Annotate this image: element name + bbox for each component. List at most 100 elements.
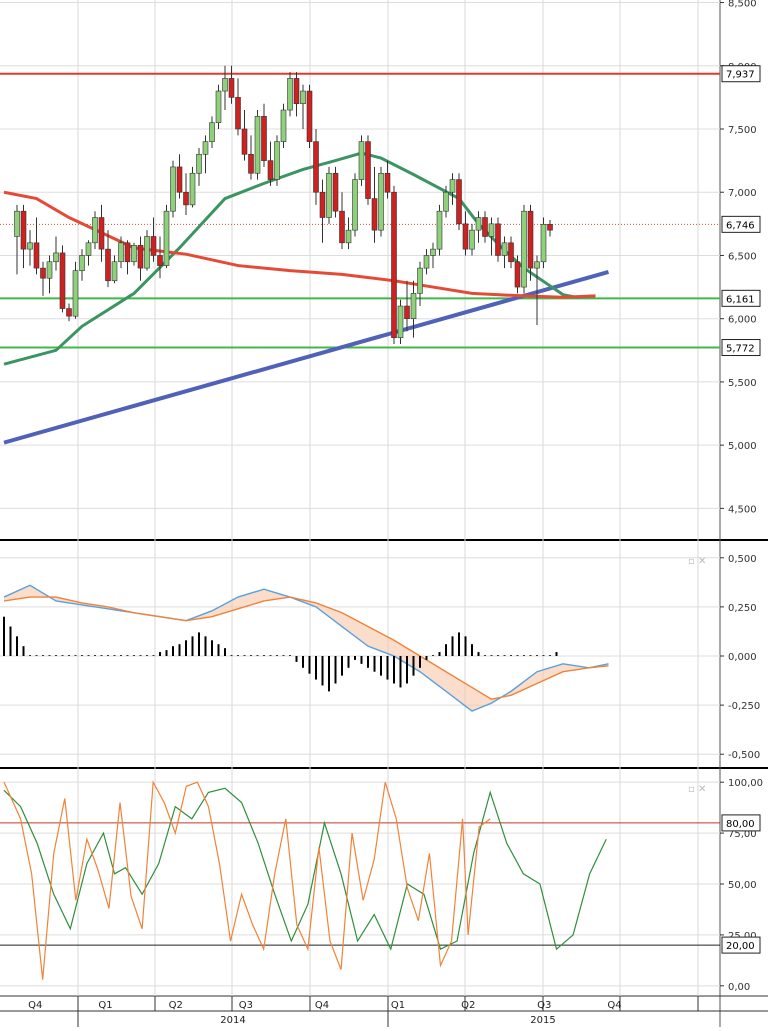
quarter-label: Q4 bbox=[315, 1000, 329, 1011]
candle bbox=[384, 160, 391, 199]
candle-body bbox=[423, 255, 430, 269]
macd-tick-label: -0,500 bbox=[728, 750, 760, 761]
candle-body bbox=[339, 210, 345, 244]
candle bbox=[98, 204, 105, 262]
candle bbox=[33, 217, 40, 275]
candle bbox=[241, 110, 248, 161]
quarter-label: Q3 bbox=[239, 1000, 253, 1011]
candle-body bbox=[326, 172, 332, 218]
quarter-label: Q3 bbox=[537, 1000, 551, 1011]
candle-body bbox=[20, 210, 27, 250]
candle bbox=[196, 147, 202, 186]
candle bbox=[475, 211, 482, 243]
candle bbox=[20, 204, 27, 269]
candle-body bbox=[176, 166, 183, 193]
macd-tick-label: 0,250 bbox=[728, 603, 757, 614]
candle-body bbox=[352, 179, 358, 231]
candle bbox=[274, 135, 280, 186]
candle bbox=[339, 192, 345, 250]
stochastic-panel: ▫ ✕ bbox=[0, 780, 720, 987]
moving-average-line-2 bbox=[3, 190, 596, 299]
candle bbox=[313, 128, 319, 205]
candle-body bbox=[66, 308, 72, 317]
candle-body bbox=[319, 191, 326, 218]
price-marker-box bbox=[721, 65, 761, 83]
candle-body bbox=[378, 172, 384, 231]
candle bbox=[404, 280, 410, 332]
candle-body bbox=[33, 242, 40, 269]
candle-body bbox=[79, 255, 85, 271]
candle bbox=[202, 135, 209, 174]
candle bbox=[235, 78, 241, 136]
candle-body bbox=[293, 78, 300, 105]
price-marker-box bbox=[721, 339, 761, 357]
candle bbox=[287, 72, 293, 117]
candle-body bbox=[495, 223, 501, 256]
stochastic-panel-controls-icon: ▫ ✕ bbox=[688, 784, 706, 795]
price-tick-label: 5,500 bbox=[728, 378, 757, 389]
candle-body bbox=[345, 229, 352, 244]
candle bbox=[157, 236, 163, 279]
candle bbox=[482, 211, 488, 243]
candle-body bbox=[417, 267, 423, 294]
candle-body bbox=[150, 236, 157, 256]
candle-body bbox=[534, 261, 540, 269]
candle-body bbox=[475, 217, 482, 231]
price-marker-text: 6,161 bbox=[726, 294, 755, 305]
stochastic-marker-label: 20,00 bbox=[721, 936, 761, 954]
candle-body bbox=[170, 166, 176, 212]
stochastic-marker-label: 80,00 bbox=[721, 814, 761, 832]
candle-body bbox=[248, 153, 254, 174]
candle bbox=[209, 116, 215, 148]
candle bbox=[280, 103, 287, 148]
candle bbox=[254, 110, 261, 180]
candle-body bbox=[209, 122, 215, 142]
candle-body bbox=[111, 261, 118, 282]
year-label: 2015 bbox=[530, 1015, 555, 1026]
candle bbox=[365, 135, 371, 205]
candle bbox=[215, 84, 222, 129]
candle bbox=[124, 240, 131, 275]
candle bbox=[508, 236, 514, 269]
candle-body bbox=[137, 245, 144, 269]
candle bbox=[423, 249, 430, 275]
candle bbox=[105, 230, 111, 288]
stochastic-marker-text: 80,00 bbox=[726, 819, 755, 830]
candle bbox=[449, 173, 456, 205]
candle bbox=[137, 236, 144, 281]
macd-fill-area bbox=[4, 585, 609, 712]
candle bbox=[163, 204, 170, 269]
candle-body bbox=[449, 179, 456, 193]
stochastic-marker-text: 20,00 bbox=[726, 941, 755, 952]
price-marker-text: 7,937 bbox=[726, 70, 755, 81]
axis-labels: 8,5008,0007,5007,0006,5006,0005,5005,000… bbox=[720, 0, 763, 993]
candle bbox=[92, 211, 98, 250]
price-tick-label: 8,500 bbox=[728, 0, 757, 10]
candle bbox=[150, 217, 157, 262]
candle-body bbox=[521, 210, 527, 288]
candle-body bbox=[384, 172, 391, 193]
candle bbox=[59, 245, 66, 313]
candle-body bbox=[85, 242, 92, 256]
candle-body bbox=[462, 223, 469, 250]
candle bbox=[371, 166, 378, 243]
candle bbox=[391, 185, 397, 344]
candle-body bbox=[306, 90, 313, 142]
quarter-label: Q4 bbox=[28, 1000, 42, 1011]
candle bbox=[46, 255, 53, 294]
price-panel bbox=[0, 2, 720, 509]
candle bbox=[183, 173, 189, 215]
candle-body bbox=[482, 217, 488, 237]
candle bbox=[144, 230, 150, 271]
candle bbox=[40, 261, 46, 296]
macd-tick-label: -0,250 bbox=[728, 701, 760, 712]
candle bbox=[222, 65, 228, 111]
candle-body bbox=[358, 141, 365, 180]
candle-body bbox=[469, 229, 475, 250]
candle-body bbox=[59, 252, 66, 309]
candle bbox=[488, 217, 495, 256]
candle-body bbox=[456, 179, 462, 225]
